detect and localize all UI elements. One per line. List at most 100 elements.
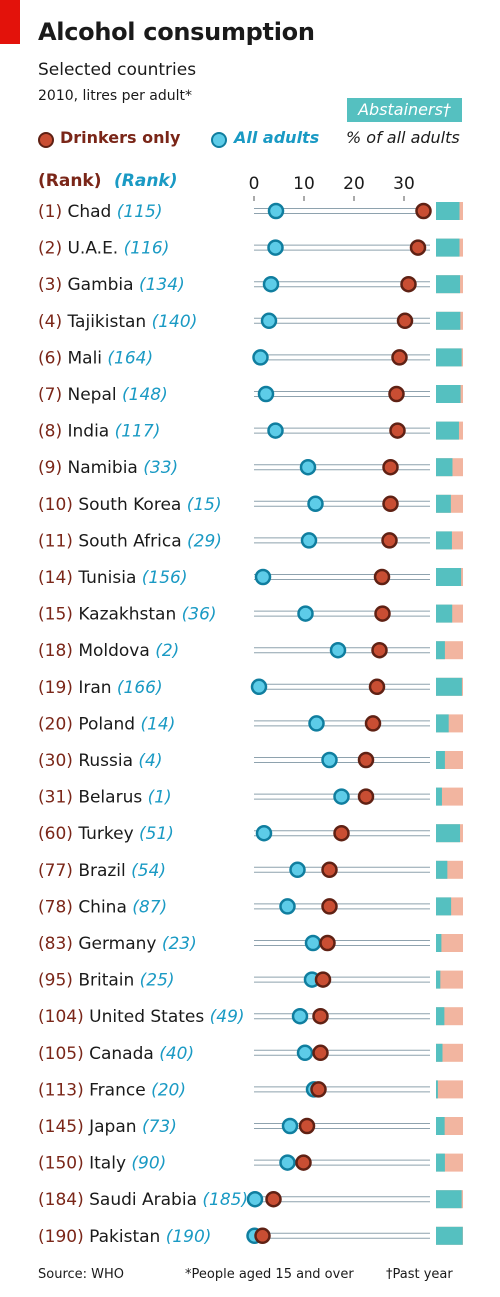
rank-all-adults: (134) (139, 275, 185, 295)
row-label: (104) United States (49) (38, 1007, 245, 1027)
abstainers-bar (436, 348, 462, 367)
country-name: Nepal (67, 385, 122, 405)
rank-drinkers: (8) (38, 422, 67, 442)
drinkers-dot (409, 239, 427, 256)
source-note: Source: WHO (38, 1267, 125, 1282)
all-adults-dot (291, 1007, 309, 1025)
abstainers-bar (436, 604, 453, 623)
all-adults-dot (300, 532, 318, 549)
rank-all-adults: (15) (187, 495, 222, 515)
rank-all-adults: (54) (131, 861, 166, 881)
all-adults-dot (246, 1190, 264, 1208)
country-name: Japan (88, 1117, 142, 1137)
country-name: Brazil (78, 861, 131, 881)
x-tick-label: 10 (293, 174, 315, 194)
footnote-past-year: †Past year (386, 1267, 453, 1282)
abstainers-bar (436, 751, 445, 769)
rank-all-adults: (148) (122, 385, 168, 405)
country-name: France (89, 1080, 151, 1100)
rank-all-adults: (166) (117, 678, 163, 698)
all-adults-dot (333, 788, 350, 805)
row-label: (113) France (20) (38, 1080, 186, 1100)
rank-drinkers: (19) (38, 678, 78, 698)
rank-drinkers: (77) (38, 861, 78, 881)
abstainers-bar (436, 714, 449, 733)
rank-drinkers: (113) (38, 1080, 89, 1100)
row-label: (83) Germany (23) (38, 934, 197, 954)
rank-all-adults: (115) (117, 202, 163, 222)
rank-drinkers: (20) (38, 714, 78, 734)
row-label: (77) Brazil (54) (38, 861, 166, 881)
country-name: India (67, 422, 114, 442)
x-tick-label: 0 (249, 174, 260, 194)
row-label: (184) Saudi Arabia (185) (38, 1190, 248, 1210)
rank-drinkers: (78) (38, 897, 78, 917)
row-label: (10) South Korea (15) (38, 495, 222, 515)
row-label: (145) Japan (73) (38, 1117, 177, 1137)
drinkers-dot (388, 385, 405, 403)
all-adults-dot (267, 202, 285, 220)
abstainers-bar (436, 1007, 445, 1026)
country-name: South Korea (78, 495, 186, 515)
rank-all-adults: (20) (151, 1080, 186, 1100)
drinkers-dot (312, 1007, 329, 1025)
rank-all-adults: (73) (142, 1117, 177, 1137)
country-name: Turkey (77, 824, 139, 844)
rank-drinkers: (3) (38, 275, 67, 295)
abstainers-bar (436, 860, 448, 879)
abstainers-bar (436, 202, 460, 220)
drinkers-dot (373, 568, 391, 586)
country-name: Germany (78, 934, 162, 954)
country-name: Iran (78, 678, 117, 698)
all-adults-dot (279, 1154, 296, 1171)
rank-drinkers: (1) (38, 202, 67, 222)
rank-all-adults: (29) (187, 531, 222, 551)
row-label: (18) Moldova (2) (38, 641, 179, 661)
country-name: Saudi Arabia (89, 1190, 202, 1210)
drinkers-dot (254, 1227, 271, 1245)
row-label: (7) Nepal (148) (38, 385, 168, 405)
all-adults-dot (255, 824, 273, 842)
all-adults-dot (304, 934, 322, 952)
abstainers-bar (436, 824, 461, 843)
rank-drinkers: (4) (38, 312, 67, 332)
row-label: (95) Britain (25) (38, 971, 175, 991)
drinkers-dot (371, 641, 388, 659)
x-tick-label: 20 (343, 174, 365, 194)
rank-all-adults: (2) (155, 641, 179, 661)
abstainers-bar (436, 897, 452, 916)
drinkers-dot (319, 934, 336, 952)
row-label: (20) Poland (14) (38, 714, 175, 734)
drinkers-legend-dot (38, 132, 54, 148)
rank-all-adults: (90) (131, 1154, 166, 1174)
country-name: China (78, 897, 132, 917)
all-adults-dot (308, 715, 325, 732)
row-label: (2) U.A.E. (116) (38, 239, 169, 259)
rank-drinkers: (15) (38, 605, 78, 625)
rank-all-header: (Rank) (114, 171, 178, 191)
all-adults-dot (257, 385, 275, 403)
row-label: (105) Canada (40) (38, 1044, 194, 1064)
abstainers-bar (436, 934, 442, 952)
rank-drinkers: (190) (38, 1227, 89, 1247)
all-adults-dot (281, 1117, 299, 1135)
abstainers-bar (436, 275, 461, 294)
rank-drinkers: (2) (38, 239, 67, 259)
rank-all-adults: (25) (140, 971, 175, 991)
rank-drinkers: (105) (38, 1044, 89, 1064)
row-label: (78) China (87) (38, 897, 167, 917)
rank-drinkers: (95) (38, 971, 78, 991)
country-name: Mali (67, 348, 107, 368)
abstainers-bar (436, 385, 461, 403)
drinkers-share-bar (436, 934, 463, 952)
country-name: Italy (89, 1154, 131, 1174)
row-label: (6) Mali (164) (38, 348, 153, 368)
rank-all-adults: (40) (159, 1044, 194, 1064)
drinkers-share-bar (436, 1043, 463, 1062)
row-label: (4) Tajikistan (140) (38, 312, 197, 332)
drinkers-dot (382, 458, 399, 476)
country-name: Chad (67, 202, 116, 222)
drinkers-legend-label: Drinkers only (60, 128, 181, 147)
rank-drinkers: (60) (38, 824, 78, 844)
